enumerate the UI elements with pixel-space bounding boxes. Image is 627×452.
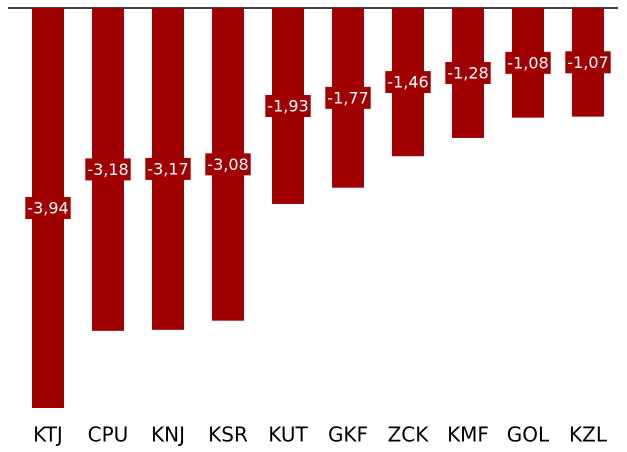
x-tick-label: KMF	[447, 423, 489, 447]
value-label-bg	[385, 71, 431, 94]
value-label: -1,08	[507, 53, 548, 72]
x-tick-label: KSR	[208, 423, 248, 447]
value-label: -3,17	[147, 159, 188, 178]
value-label: -3,08	[207, 155, 248, 174]
x-tick-label: GKF	[328, 423, 368, 447]
value-label-bg	[505, 51, 551, 74]
value-label: -1,46	[387, 73, 428, 92]
x-tick-label: KNJ	[151, 423, 185, 447]
x-tick-label: KZL	[569, 423, 608, 447]
x-tick-label: CPU	[88, 423, 129, 447]
value-label: -3,18	[87, 160, 128, 179]
x-tick-label: KUT	[268, 423, 308, 447]
value-label-bg	[265, 94, 311, 117]
x-tick-label: ZCK	[388, 423, 430, 447]
value-label-bg	[85, 158, 131, 181]
value-label: -1,07	[567, 53, 608, 72]
value-label-bg	[145, 157, 191, 180]
value-label-bg	[445, 61, 491, 84]
value-label-bg	[565, 51, 611, 74]
x-tick-label: GOL	[507, 423, 550, 447]
value-label-bg	[25, 197, 71, 219]
value-label-bg	[205, 153, 251, 176]
value-label: -3,94	[27, 199, 68, 218]
value-label: -1,28	[447, 63, 488, 82]
value-label: -1,93	[267, 96, 308, 115]
value-label-bg	[325, 86, 371, 109]
x-tick-label: KTJ	[33, 423, 63, 447]
value-label: -1,77	[327, 88, 368, 107]
